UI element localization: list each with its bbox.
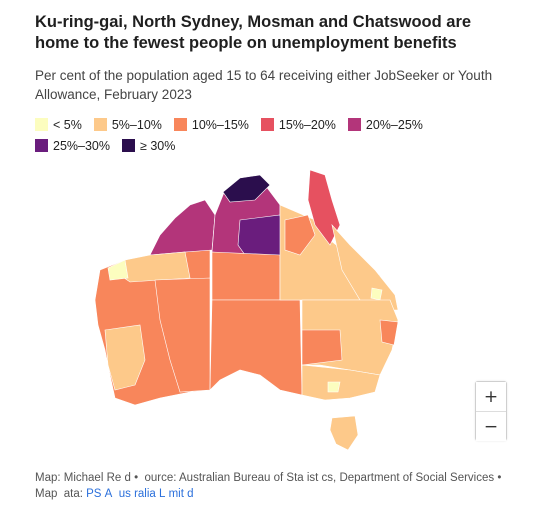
legend-swatch (35, 118, 48, 131)
legend-label: 10%–15% (191, 117, 249, 132)
region-nsw-west[interactable] (301, 329, 343, 366)
legend-label: < 5% (53, 117, 82, 132)
legend-label: 5%–10% (111, 117, 162, 132)
region-vic[interactable] (301, 364, 381, 401)
legend: < 5% 5%–10% 10%–15% 15%–20% 20%–25% 25%–30% ≥ … (35, 114, 455, 156)
region-qld-coast[interactable] (331, 223, 399, 311)
legend-item: 20%–25% (347, 114, 423, 135)
region-wa-pilbara[interactable] (119, 251, 191, 283)
legend-label: 25%–30% (53, 138, 110, 153)
legend-label: 15%–20% (278, 117, 336, 132)
region-qld-gulf[interactable] (284, 214, 316, 256)
region-vic-low[interactable] (327, 381, 341, 393)
legend-swatch (347, 118, 361, 131)
region-nt-top[interactable] (222, 174, 271, 203)
region-tas[interactable] (329, 415, 359, 451)
region-nsw-coast[interactable] (379, 319, 399, 346)
credits: Map: Michael Re d • ource: Australian Bu… (35, 470, 515, 502)
legend-swatch (260, 118, 274, 131)
map-data-link[interactable]: PS A us ralia L mit d (86, 488, 194, 500)
legend-swatch (122, 139, 135, 152)
legend-label: 20%–25% (365, 117, 423, 132)
region-qld-se-low[interactable] (370, 287, 383, 301)
map-title: Ku-ring-gai, North Sydney, Mosman and Ch… (35, 13, 472, 52)
legend-swatch (93, 118, 107, 131)
australia-choropleth-map[interactable] (80, 160, 420, 460)
legend-item: 25%–30% (35, 135, 110, 156)
region-wa-kimberley[interactable] (149, 199, 216, 256)
zoom-in-button[interactable]: + (476, 382, 506, 411)
zoom-controls: + − (475, 381, 507, 441)
legend-item: 5%–10% (93, 114, 162, 135)
region-wa-low[interactable] (107, 259, 129, 281)
region-wa-goldfields[interactable] (154, 277, 211, 393)
map-subtitle: Per cent of the population aged 15 to 64… (35, 68, 493, 102)
region-sa[interactable] (209, 299, 303, 396)
header: Ku-ring-gai, North Sydney, Mosman and Ch… (35, 12, 515, 156)
region-nt-south[interactable] (211, 251, 281, 301)
legend-item: 10%–15% (173, 114, 249, 135)
legend-item: < 5% (35, 114, 82, 135)
legend-item: ≥ 30% (122, 135, 175, 156)
legend-swatch (173, 118, 187, 131)
region-wa-wheatbelt[interactable] (104, 324, 146, 391)
zoom-out-button[interactable]: − (476, 412, 506, 441)
legend-item: 15%–20% (260, 114, 336, 135)
legend-swatch (35, 139, 48, 152)
zoom-divider (476, 411, 506, 412)
legend-label: ≥ 30% (140, 138, 176, 153)
credits-text: Map: Michael Re d • ource: Australian Bu… (35, 472, 502, 500)
